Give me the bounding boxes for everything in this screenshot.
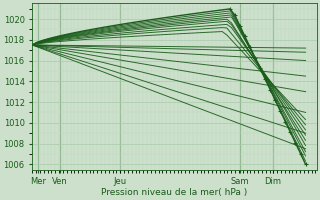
X-axis label: Pression niveau de la mer( hPa ): Pression niveau de la mer( hPa ) [101, 188, 247, 197]
